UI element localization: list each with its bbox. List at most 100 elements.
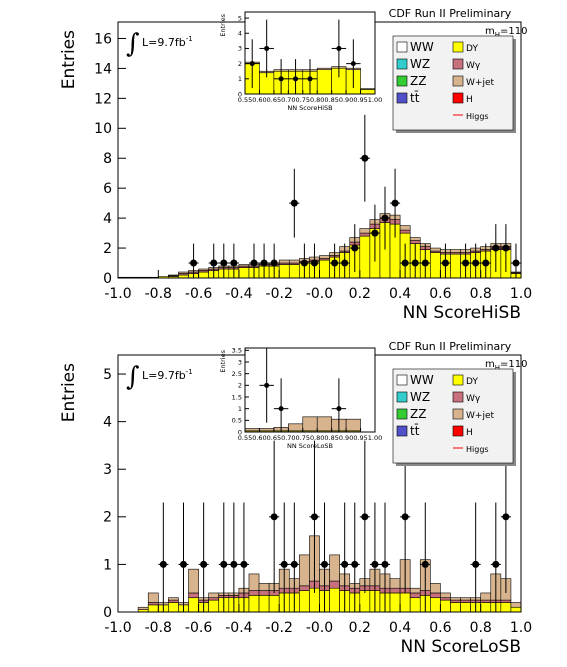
- legend-swatch: [452, 425, 464, 437]
- x-tick-label: 1.00: [368, 434, 382, 442]
- legend-label: WW: [410, 373, 434, 387]
- histogram-bar: [360, 88, 376, 90]
- data-point: [278, 76, 284, 82]
- legend-label: tt̄: [410, 424, 420, 438]
- mass-subscript: H: [495, 364, 500, 372]
- legend-swatch: [452, 408, 464, 420]
- histogram-bar: [198, 268, 209, 271]
- data-point: [264, 45, 270, 51]
- legend-swatch: [452, 58, 464, 70]
- histogram-bar: [345, 418, 361, 432]
- histogram-bar: [450, 253, 461, 279]
- data-point: [502, 244, 510, 252]
- legend-swatch: [396, 408, 408, 420]
- legend-swatch: [396, 41, 408, 53]
- x-tick-label: -0.0: [306, 620, 333, 636]
- histogram-bar: [299, 590, 310, 613]
- histogram-bar: [359, 590, 371, 613]
- y-tick-label: 1.5: [232, 393, 242, 401]
- histogram-bar: [399, 225, 411, 231]
- histogram-bar: [147, 604, 159, 613]
- mass-value: =110: [500, 359, 527, 370]
- x-tick-label: -1.0: [104, 286, 131, 302]
- histogram-bar: [430, 247, 441, 252]
- histogram-bar: [430, 252, 441, 279]
- histogram-bar: [329, 580, 340, 589]
- legend-swatch: [396, 75, 408, 87]
- x-tick-label: 0.85: [324, 96, 338, 104]
- y-tick-label: 0: [238, 428, 242, 436]
- data-point: [421, 259, 429, 267]
- legend-label: WZ: [410, 390, 430, 404]
- legend-label: W+jet: [466, 411, 494, 421]
- histogram-bar: [409, 587, 421, 594]
- data-point: [371, 560, 379, 568]
- x-tick-label: 0.55: [238, 434, 252, 442]
- data-point: [210, 259, 218, 267]
- integral-sign: ∫: [126, 29, 140, 59]
- data-point: [341, 259, 349, 267]
- x-tick-label: 0.95: [353, 434, 367, 442]
- experiment-label: CDF Run II Preliminary: [389, 7, 512, 20]
- x-tick-label: -0.8: [145, 620, 172, 636]
- histogram-bar: [147, 602, 159, 606]
- histogram-bar: [248, 590, 260, 596]
- mass-symbol: m: [485, 359, 495, 370]
- data-point: [270, 513, 278, 521]
- histogram-bar: [440, 599, 451, 613]
- data-point: [472, 560, 480, 568]
- x-tick-label: 0.8: [470, 286, 492, 302]
- y-tick-label: 0: [238, 90, 242, 98]
- x-tick-label: 0.60: [252, 434, 266, 442]
- x-tick-label: 0.70: [281, 434, 295, 442]
- data-point: [220, 560, 228, 568]
- inset-plot: 0.55 0.60 0.65 0.70 0.75 0.80 0.85 0.90 0.95 1.00…: [219, 11, 382, 112]
- y-tick-label: 14: [94, 61, 112, 77]
- mass-symbol: m: [485, 26, 495, 37]
- y-tick-label: 5: [238, 14, 242, 22]
- legend-label: WW: [410, 40, 434, 54]
- histogram-bar: [430, 583, 441, 594]
- data-point: [401, 259, 409, 267]
- legend-label: tt̄: [410, 91, 420, 105]
- legend-label: WZ: [410, 57, 430, 71]
- data-point: [240, 560, 248, 568]
- data-point: [280, 560, 288, 568]
- data-point: [260, 259, 268, 267]
- x-tick-label: -0.6: [185, 620, 212, 636]
- histogram-bar: [178, 271, 189, 274]
- mass-value: =110: [500, 26, 527, 37]
- y-tick-label: 10: [94, 121, 112, 137]
- histogram-bar: [188, 597, 199, 613]
- histogram-bar: [500, 602, 512, 613]
- x-axis-title: NN ScoreLoSB: [287, 442, 333, 450]
- histogram-bar: [168, 274, 179, 277]
- data-point: [293, 76, 299, 82]
- luminosity: L=9.7fb-1: [142, 35, 193, 49]
- luminosity-value: L=9.7fb: [142, 36, 186, 49]
- y-tick-label: 3: [238, 45, 242, 53]
- histogram-bar: [299, 554, 310, 587]
- y-tick-label: 0.5: [232, 417, 242, 425]
- x-tick-label: 0.2: [349, 620, 371, 636]
- y-tick-label: 4: [238, 30, 242, 38]
- experiment-label: CDF Run II Preliminary: [389, 340, 512, 353]
- x-tick-label: -0.6: [185, 286, 212, 302]
- x-tick-label: -0.8: [145, 286, 172, 302]
- histogram-bar: [389, 592, 401, 613]
- histogram-bar: [258, 583, 270, 591]
- histogram-bar: [208, 597, 220, 601]
- data-point: [401, 513, 409, 521]
- histogram-bar: [460, 599, 471, 603]
- mass-subscript: H: [495, 31, 500, 39]
- histogram-bar: [450, 249, 461, 253]
- x-tick-label: 0.2: [349, 286, 371, 302]
- legend-label: ZZ: [410, 74, 426, 88]
- x-tick-label: 0.80: [310, 96, 324, 104]
- x-tick-label: 0.75: [296, 96, 310, 104]
- histogram-bar: [288, 259, 300, 264]
- histogram-bar: [500, 599, 512, 603]
- x-tick-label: 0.70: [281, 96, 295, 104]
- data-point: [336, 406, 342, 412]
